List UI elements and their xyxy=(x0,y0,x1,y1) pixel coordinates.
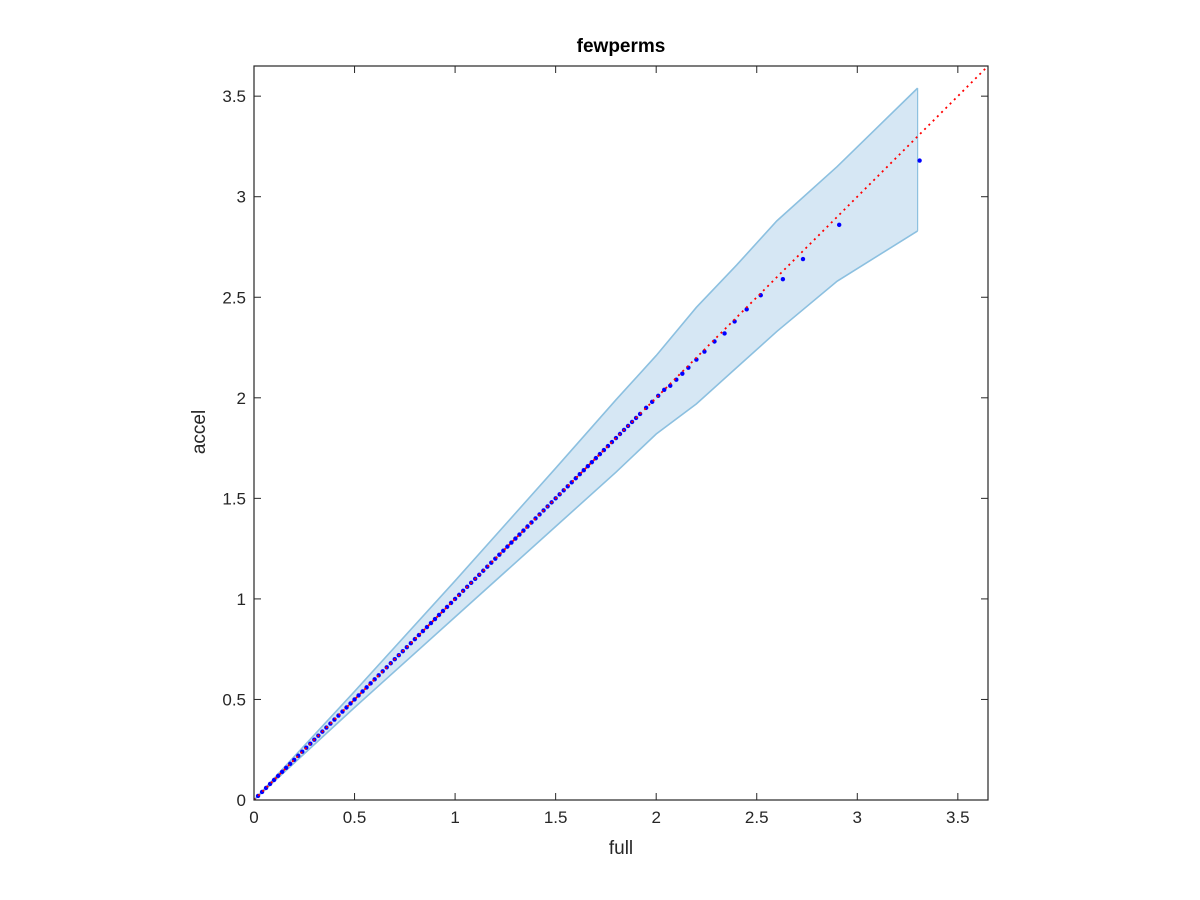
y-tick-label: 3.5 xyxy=(222,87,246,106)
data-point xyxy=(722,331,727,336)
data-point xyxy=(680,371,685,376)
data-point xyxy=(917,158,922,163)
y-tick-label: 1.5 xyxy=(222,489,246,508)
y-tick-label: 2 xyxy=(237,389,246,408)
data-point xyxy=(589,459,595,465)
plot-area xyxy=(254,66,988,800)
data-point xyxy=(702,349,707,354)
data-point xyxy=(505,544,510,549)
y-tick-label: 1 xyxy=(237,590,246,609)
data-point xyxy=(780,276,786,282)
x-tick-label: 3.5 xyxy=(946,808,970,827)
data-point xyxy=(836,222,842,228)
x-tick-label: 2 xyxy=(651,808,660,827)
data-point xyxy=(356,693,361,698)
data-point xyxy=(533,516,538,521)
y-axis-label: accel xyxy=(189,410,210,454)
data-point xyxy=(360,689,365,694)
confidence-band xyxy=(254,88,918,800)
data-point xyxy=(275,773,281,779)
data-point xyxy=(428,620,434,626)
data-point xyxy=(668,383,673,388)
data-point xyxy=(513,536,518,541)
band-upper-edge xyxy=(254,87,919,800)
data-point xyxy=(279,769,285,775)
x-tick-label: 2.5 xyxy=(745,808,769,827)
data-point xyxy=(485,564,490,569)
reference-line xyxy=(254,66,988,800)
axes-box xyxy=(253,65,989,801)
data-point xyxy=(436,612,442,618)
x-axis-label: full xyxy=(609,838,633,859)
data-point xyxy=(352,697,357,702)
x-tick-label: 0.5 xyxy=(343,808,367,827)
axis-ticks: 0 0.5 1 1.5 2 2.5 3 3.5 0 0.5 1 1.5 2 2.5 3 3.5 xyxy=(222,65,989,827)
data-points xyxy=(254,158,922,800)
data-point xyxy=(432,616,438,622)
chart-title: fewperms xyxy=(577,36,666,57)
data-point xyxy=(271,777,277,783)
y-tick-label: 2.5 xyxy=(222,288,246,307)
data-point xyxy=(800,256,806,262)
x-tick-label: 1.5 xyxy=(544,808,568,827)
data-point xyxy=(662,387,667,392)
y-tick-label: 3 xyxy=(237,188,246,207)
y-tick-label: 0 xyxy=(237,791,246,810)
data-point xyxy=(585,463,591,469)
data-point xyxy=(561,488,566,493)
band-lower-edge xyxy=(254,230,919,800)
data-point xyxy=(744,307,749,312)
x-tick-label: 3 xyxy=(853,808,862,827)
y-tick-label: 0.5 xyxy=(222,690,246,709)
x-tick-label: 0 xyxy=(249,808,258,827)
data-point xyxy=(581,468,586,473)
x-tick-label: 1 xyxy=(450,808,459,827)
data-point xyxy=(509,540,514,545)
